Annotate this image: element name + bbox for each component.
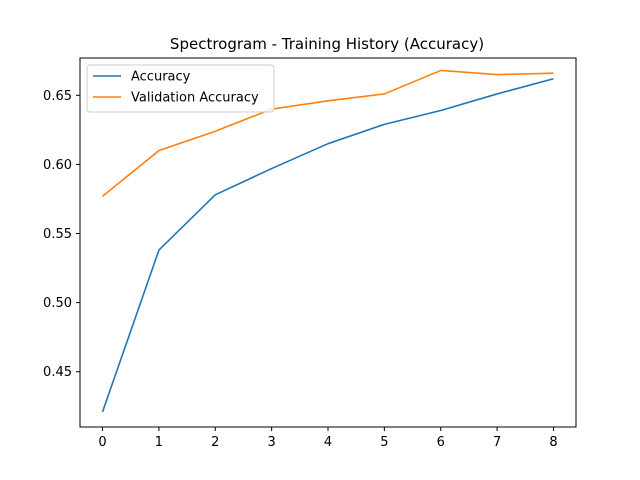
x-tick-label: 7 <box>493 435 501 450</box>
x-tick-label: 4 <box>324 435 332 450</box>
x-tick-label: 8 <box>549 435 557 450</box>
x-tick-label: 3 <box>267 435 275 450</box>
x-tick-label: 2 <box>211 435 219 450</box>
chart-title: Spectrogram - Training History (Accuracy… <box>170 35 484 53</box>
legend-label: Validation Accuracy <box>131 91 259 106</box>
series-line-accuracy <box>101 77 554 413</box>
y-axis: 0.45 0.50 0.55 0.60 0.65 <box>43 89 80 380</box>
legend-box <box>86 64 275 113</box>
axes-frame <box>79 57 577 428</box>
x-tick-label: 1 <box>155 435 163 450</box>
legend-label: Accuracy <box>131 70 191 85</box>
x-tick-label: 0 <box>98 435 106 450</box>
y-tick-label: 0.60 <box>43 158 72 173</box>
legend: Accuracy Validation Accuracy <box>86 64 275 113</box>
y-tick-label: 0.45 <box>43 365 72 380</box>
plot-area <box>101 69 554 413</box>
x-tick-label: 6 <box>437 435 445 450</box>
y-tick-label: 0.50 <box>43 296 72 311</box>
x-axis: 0 1 2 3 4 5 6 7 8 <box>98 427 558 450</box>
y-tick-label: 0.55 <box>43 227 72 242</box>
y-tick-label: 0.65 <box>43 89 72 104</box>
x-tick-label: 5 <box>380 435 388 450</box>
